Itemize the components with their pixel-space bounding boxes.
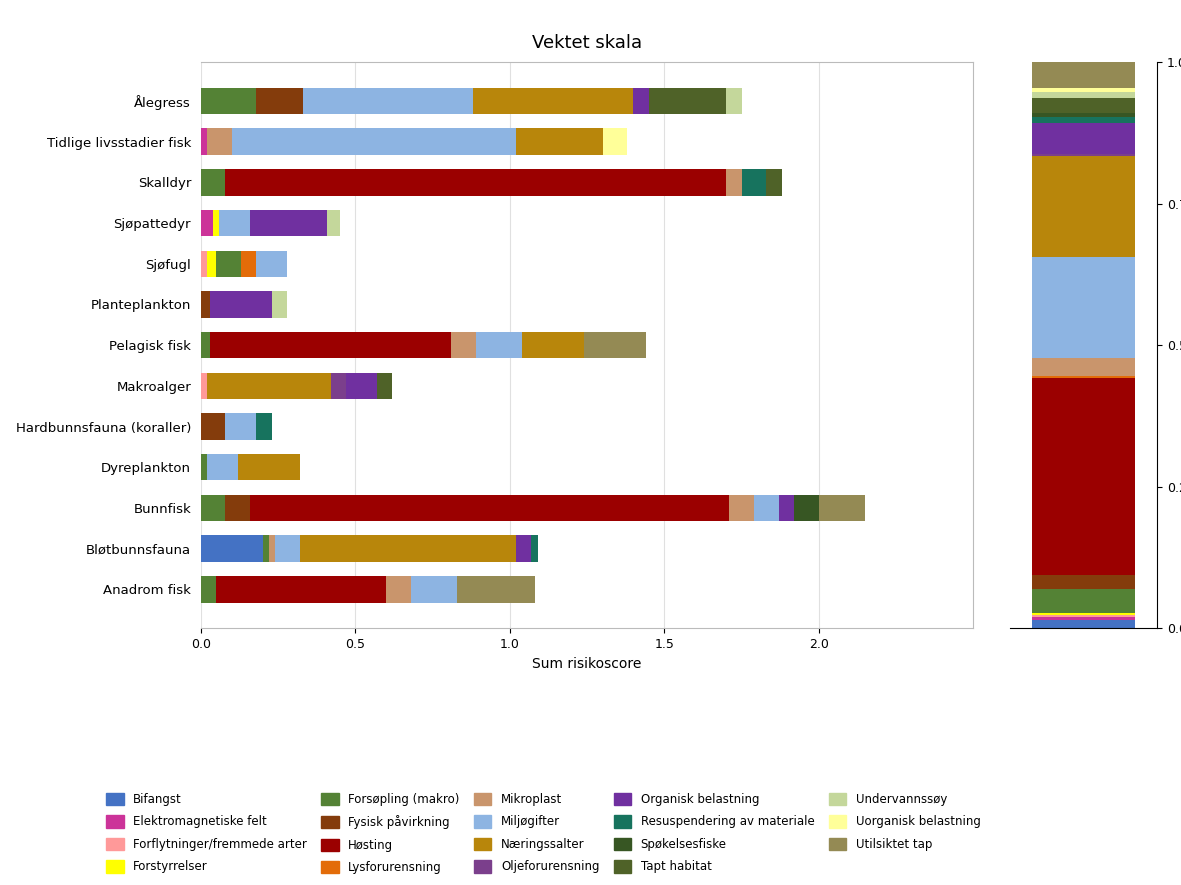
Bar	[226, 413, 256, 440]
Bar	[1032, 613, 1135, 615]
Bar	[207, 250, 216, 277]
Title: Vektet skala: Vektet skala	[531, 34, 642, 52]
Bar	[1032, 98, 1135, 113]
Bar	[1032, 589, 1135, 613]
Bar	[241, 250, 256, 277]
Bar	[201, 128, 207, 155]
Bar	[201, 373, 207, 399]
Bar	[256, 88, 302, 114]
Bar	[250, 210, 327, 236]
Bar	[256, 413, 272, 440]
Bar	[201, 250, 207, 277]
Bar	[1032, 358, 1135, 375]
Bar	[201, 291, 210, 318]
Bar	[411, 576, 457, 603]
Bar	[201, 576, 216, 603]
Bar	[201, 169, 226, 196]
Bar	[1032, 117, 1135, 123]
Bar	[633, 88, 648, 114]
X-axis label: Sum risikoscore: Sum risikoscore	[533, 657, 641, 671]
Bar	[1032, 113, 1135, 117]
Bar	[1032, 62, 1135, 88]
Bar	[231, 128, 516, 155]
Bar	[753, 495, 778, 521]
Bar	[522, 332, 583, 358]
Bar	[1032, 375, 1135, 378]
Bar	[302, 88, 472, 114]
Bar	[256, 250, 287, 277]
Bar	[1032, 378, 1135, 574]
Bar	[1032, 574, 1135, 589]
Bar	[226, 169, 726, 196]
Bar	[377, 373, 392, 399]
Bar	[207, 373, 331, 399]
Bar	[237, 454, 300, 481]
Bar	[1032, 154, 1135, 156]
Bar	[269, 535, 275, 562]
Bar	[207, 128, 231, 155]
Bar	[742, 169, 766, 196]
Bar	[213, 210, 220, 236]
Bar	[1032, 615, 1135, 617]
Bar	[766, 169, 782, 196]
Bar	[476, 332, 522, 358]
Bar	[250, 495, 729, 521]
Bar	[1032, 617, 1135, 619]
Bar	[472, 88, 633, 114]
Bar	[201, 495, 226, 521]
Bar	[300, 535, 516, 562]
Bar	[778, 495, 794, 521]
Bar	[216, 576, 386, 603]
Bar	[201, 88, 256, 114]
Bar	[201, 454, 207, 481]
Bar	[201, 413, 226, 440]
Bar	[226, 495, 250, 521]
Bar	[1032, 156, 1135, 257]
Bar	[602, 128, 627, 155]
Bar	[210, 332, 451, 358]
Bar	[1032, 620, 1135, 628]
Bar	[201, 210, 213, 236]
Bar	[516, 128, 602, 155]
Bar	[210, 291, 272, 318]
Bar	[648, 88, 726, 114]
Bar	[1032, 123, 1135, 154]
Bar	[207, 454, 237, 481]
Bar	[516, 535, 531, 562]
Bar	[201, 535, 262, 562]
Bar	[794, 495, 818, 521]
Bar	[216, 250, 241, 277]
Bar	[220, 210, 250, 236]
Bar	[346, 373, 377, 399]
Bar	[531, 535, 537, 562]
Bar	[726, 88, 742, 114]
Bar	[726, 169, 742, 196]
Bar	[1032, 92, 1135, 98]
Bar	[451, 332, 476, 358]
Legend: Bifangst, Elektromagnetiske felt, Forflytninger/fremmede arter, Forstyrrelser, F: Bifangst, Elektromagnetiske felt, Forfly…	[102, 789, 985, 879]
Bar	[386, 576, 411, 603]
Bar	[275, 535, 300, 562]
Bar	[262, 535, 269, 562]
Bar	[201, 332, 210, 358]
Bar	[331, 373, 346, 399]
Bar	[1032, 88, 1135, 92]
Bar	[729, 495, 753, 521]
Bar	[583, 332, 646, 358]
Bar	[1032, 257, 1135, 358]
Bar	[327, 210, 340, 236]
Bar	[272, 291, 287, 318]
Bar	[457, 576, 535, 603]
Bar	[818, 495, 866, 521]
